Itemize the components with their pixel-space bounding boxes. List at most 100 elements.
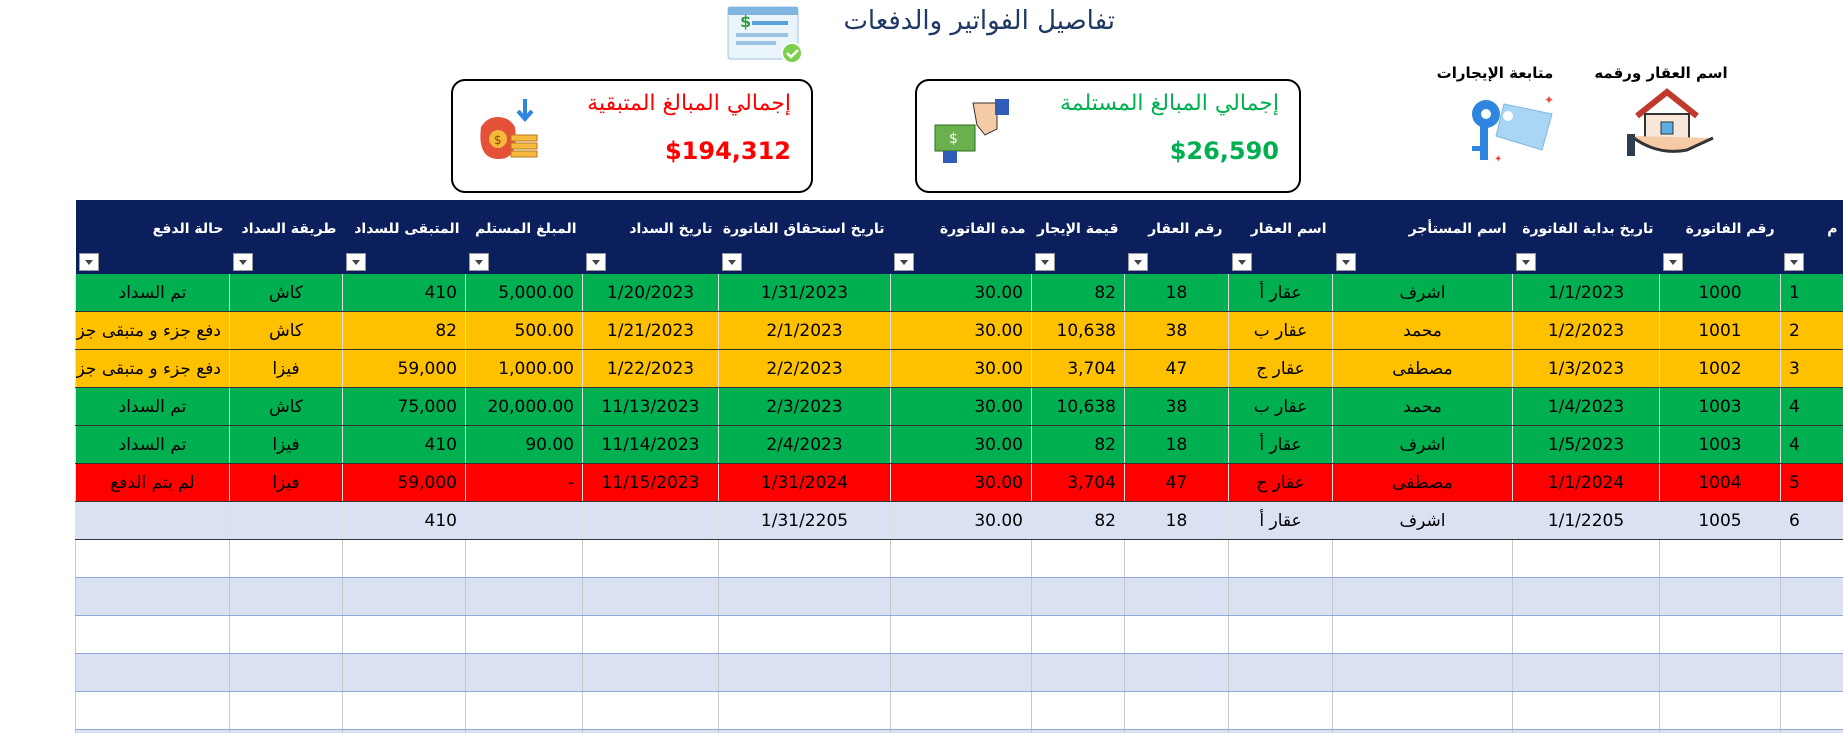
table-cell: 30.00 bbox=[890, 387, 1032, 426]
filter-button[interactable] bbox=[1783, 253, 1804, 271]
empty-cell bbox=[582, 577, 719, 616]
table-cell: 1/31/2024 bbox=[718, 463, 891, 502]
table-cell: اشرف bbox=[1332, 274, 1513, 312]
filter-button[interactable] bbox=[721, 253, 742, 271]
empty-cell bbox=[1659, 653, 1781, 692]
card-value: $26,590 bbox=[1169, 137, 1279, 165]
invoice-table: م رقم الفاتورة تاريخ بداية الفاتورة اسم الم… bbox=[75, 200, 1843, 733]
table-cell: 4 bbox=[1780, 387, 1843, 426]
table-cell: 10,638 bbox=[1031, 311, 1125, 350]
empty-cell bbox=[1659, 615, 1781, 654]
table-cell: 30.00 bbox=[890, 274, 1032, 312]
table-cell: 47 bbox=[1124, 349, 1229, 388]
filter-button[interactable] bbox=[1127, 253, 1148, 271]
filter-button[interactable] bbox=[1335, 253, 1356, 271]
table-cell: 1003 bbox=[1659, 387, 1781, 426]
table-cell: 75,000 bbox=[342, 387, 466, 426]
filter-button[interactable] bbox=[468, 253, 489, 271]
table-cell: 30.00 bbox=[890, 349, 1032, 388]
table-cell: عقار أ bbox=[1228, 274, 1333, 312]
table-cell: 1004 bbox=[1659, 463, 1781, 502]
table-cell: 1/21/2023 bbox=[582, 311, 719, 350]
table-row: 4 1003 1/5/2023 اشرف عقار أ 18 82 30.00 2/4/2023… bbox=[75, 425, 1843, 464]
empty-cell bbox=[1031, 539, 1125, 578]
empty-cell bbox=[229, 577, 343, 616]
empty-cell bbox=[1124, 691, 1229, 730]
nav-label[interactable]: اسم العقار ورقمه bbox=[1594, 64, 1728, 82]
empty-cell bbox=[890, 691, 1032, 730]
nav-label[interactable]: متابعة الإيجارات bbox=[1436, 64, 1554, 82]
table-cell: كاش bbox=[229, 274, 343, 312]
table-cell: 1/22/2023 bbox=[582, 349, 719, 388]
empty-cell bbox=[1512, 653, 1660, 692]
empty-cell bbox=[1780, 577, 1843, 616]
empty-cell bbox=[1124, 729, 1229, 733]
table-cell: 1/1/2024 bbox=[1512, 463, 1660, 502]
filter-button[interactable] bbox=[893, 253, 914, 271]
empty-cell bbox=[1659, 577, 1781, 616]
empty-cell bbox=[465, 729, 583, 733]
empty-cell bbox=[75, 539, 230, 578]
table-cell: 47 bbox=[1124, 463, 1229, 502]
table-cell: 38 bbox=[1124, 387, 1229, 426]
empty-cell bbox=[1332, 691, 1513, 730]
keys-icon[interactable]: ✦ ✦ bbox=[1464, 94, 1560, 166]
empty-cell bbox=[1780, 729, 1843, 733]
table-cell: 1005 bbox=[1659, 501, 1781, 540]
empty-cell bbox=[718, 691, 891, 730]
table-cell: 90.00 bbox=[465, 425, 583, 464]
table-cell: 3 bbox=[1780, 349, 1843, 388]
table-cell: 1 bbox=[1780, 274, 1843, 312]
empty-row bbox=[75, 653, 1843, 692]
table-cell: عقار أ bbox=[1228, 425, 1333, 464]
empty-cell bbox=[1124, 577, 1229, 616]
filter-button[interactable] bbox=[1515, 253, 1536, 271]
table-cell: 410 bbox=[342, 425, 466, 464]
filter-button[interactable] bbox=[345, 253, 366, 271]
table-cell: 11/13/2023 bbox=[582, 387, 719, 426]
table-cell: 30.00 bbox=[890, 425, 1032, 464]
empty-cell bbox=[342, 653, 466, 692]
empty-cell bbox=[1228, 653, 1333, 692]
empty-cell bbox=[582, 729, 719, 733]
table-cell: تم السداد bbox=[75, 274, 230, 312]
empty-cell bbox=[1031, 615, 1125, 654]
filter-button[interactable] bbox=[585, 253, 606, 271]
empty-cell bbox=[718, 729, 891, 733]
table-cell bbox=[465, 501, 583, 540]
empty-cell bbox=[1124, 653, 1229, 692]
filter-button[interactable] bbox=[232, 253, 253, 271]
empty-cell bbox=[75, 615, 230, 654]
table-cell: 1,000.00 bbox=[465, 349, 583, 388]
filter-button[interactable] bbox=[78, 253, 99, 271]
column-header: تاريخ بداية الفاتورة bbox=[1512, 200, 1660, 274]
filter-button[interactable] bbox=[1034, 253, 1055, 271]
empty-cell bbox=[75, 653, 230, 692]
column-header: المبلغ المستلم bbox=[465, 200, 583, 274]
house-icon[interactable] bbox=[1627, 86, 1715, 160]
column-header: اسم العقار bbox=[1228, 200, 1333, 274]
table-cell bbox=[229, 501, 343, 540]
empty-cell bbox=[890, 539, 1032, 578]
table-cell: مصطفى bbox=[1332, 463, 1513, 502]
table-cell: 5,000.00 bbox=[465, 274, 583, 312]
empty-cell bbox=[890, 729, 1032, 733]
card-title: إجمالي المبالغ المستلمة bbox=[1059, 91, 1279, 116]
table-cell: 59,000 bbox=[342, 349, 466, 388]
table-cell: 30.00 bbox=[890, 463, 1032, 502]
filter-button[interactable] bbox=[1662, 253, 1683, 271]
empty-cell bbox=[465, 615, 583, 654]
table-cell: 5 bbox=[1780, 463, 1843, 502]
svg-text:$: $ bbox=[949, 131, 958, 147]
column-title: قيمة الإيجار bbox=[1036, 221, 1119, 237]
table-cell: محمد bbox=[1332, 311, 1513, 350]
empty-cell bbox=[890, 653, 1032, 692]
empty-row bbox=[75, 691, 1843, 730]
table-cell: 1001 bbox=[1659, 311, 1781, 350]
table-cell: 4 bbox=[1780, 425, 1843, 464]
empty-cell bbox=[1031, 729, 1125, 733]
filter-button[interactable] bbox=[1231, 253, 1252, 271]
column-title: تاريخ استحقاق الفاتورة bbox=[722, 221, 885, 237]
column-title: المبلغ المستلم bbox=[475, 221, 577, 237]
empty-cell bbox=[342, 729, 466, 733]
